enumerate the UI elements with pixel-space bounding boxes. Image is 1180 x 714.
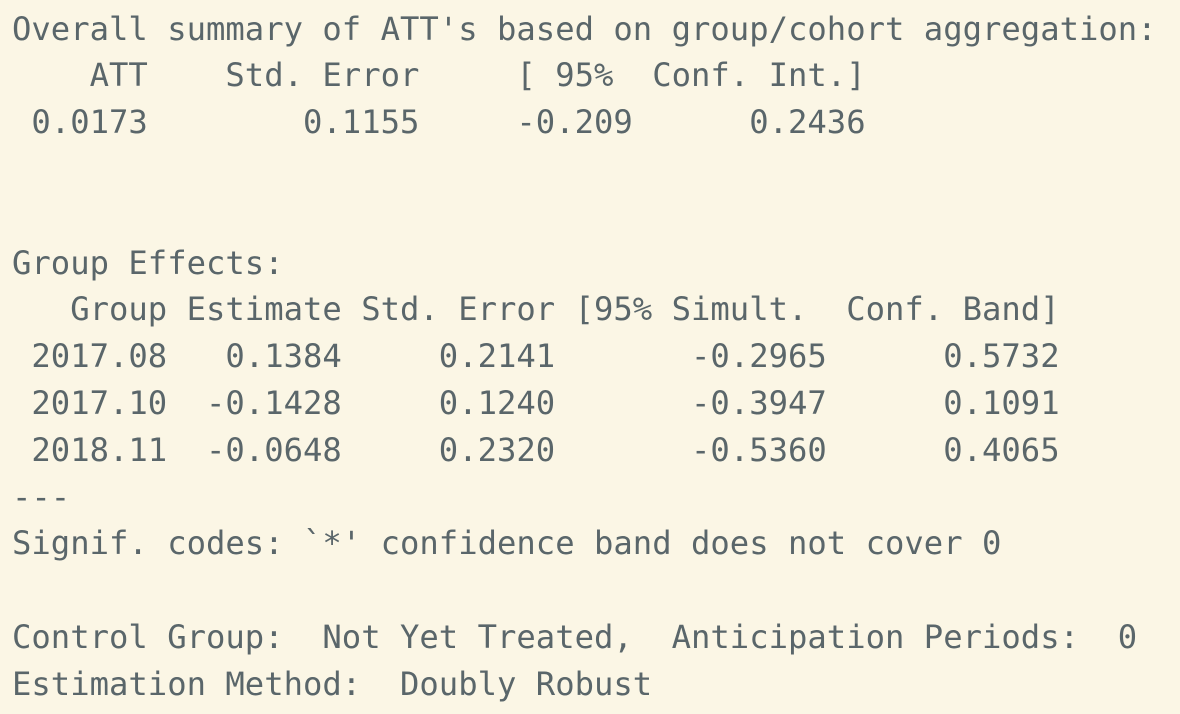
estimation-method-line: Estimation Method: Doubly Robust: [12, 665, 653, 703]
group-effects-row: 2017.10 -0.1428 0.1240 -0.3947 0.1091: [12, 384, 1060, 422]
summary-values-row: 0.0173 0.1155 -0.209 0.2436: [12, 103, 866, 141]
signif-codes-line: Signif. codes: `*' confidence band does …: [12, 524, 1002, 562]
group-effects-header-row: Group Estimate Std. Error [95% Simult. C…: [12, 290, 1060, 328]
separator-line: ---: [12, 478, 71, 516]
group-effects-row: 2017.08 0.1384 0.2141 -0.2965 0.5732: [12, 337, 1060, 375]
summary-title: Overall summary of ATT's based on group/…: [12, 10, 1157, 48]
group-effects-row: 2018.11 -0.0648 0.2320 -0.5360 0.4065: [12, 431, 1060, 469]
control-group-line: Control Group: Not Yet Treated, Anticipa…: [12, 618, 1138, 656]
group-effects-title: Group Effects:: [12, 244, 284, 282]
summary-header-row: ATT Std. Error [ 95% Conf. Int.]: [12, 56, 866, 94]
